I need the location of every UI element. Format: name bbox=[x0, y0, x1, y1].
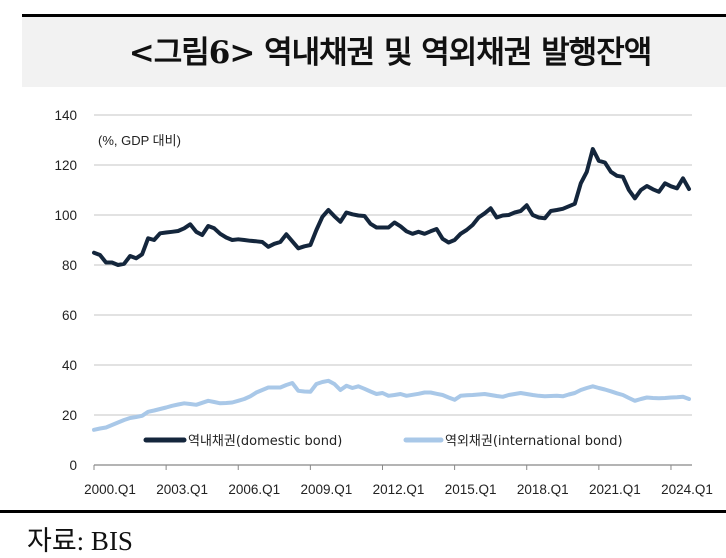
unit-label: (%, GDP 대비) bbox=[98, 133, 181, 148]
x-tick-label: 2018.Q1 bbox=[517, 482, 569, 497]
y-tick-label: 40 bbox=[62, 358, 77, 373]
y-tick-label: 80 bbox=[62, 258, 77, 273]
figure-title: <그림6> 역내채권 및 역외채권 발행잔액 bbox=[128, 35, 653, 71]
legend: 역내채권(domestic bond) 역외채권(international b… bbox=[143, 434, 623, 449]
x-tick-label: 2024.Q1 bbox=[661, 482, 713, 497]
series-line-international bbox=[92, 378, 691, 432]
series-line-domestic bbox=[92, 147, 691, 267]
y-tick-label: 0 bbox=[69, 458, 77, 473]
source-note: 자료: BIS bbox=[27, 526, 133, 556]
y-tick-label: 100 bbox=[54, 208, 77, 223]
x-tick-label: 2006.Q1 bbox=[228, 482, 280, 497]
x-tick-label: 2003.Q1 bbox=[156, 482, 208, 497]
x-tick-label: 2012.Q1 bbox=[373, 482, 425, 497]
x-tick-label: 2015.Q1 bbox=[445, 482, 497, 497]
x-tick-label: 2021.Q1 bbox=[589, 482, 641, 497]
legend-label-domestic: 역내채권(domestic bond) bbox=[188, 434, 342, 449]
y-tick-label: 140 bbox=[54, 108, 77, 123]
x-tick-label: 2009.Q1 bbox=[300, 482, 352, 497]
y-tick-label: 60 bbox=[62, 308, 77, 323]
y-tick-label: 20 bbox=[62, 408, 77, 423]
bottom-rule bbox=[0, 510, 726, 513]
x-tick-label: 2000.Q1 bbox=[84, 482, 136, 497]
legend-label-international: 역외채권(international bond) bbox=[445, 434, 623, 449]
title-band bbox=[22, 17, 726, 87]
y-tick-label: 120 bbox=[54, 158, 77, 173]
top-rule bbox=[22, 14, 726, 17]
